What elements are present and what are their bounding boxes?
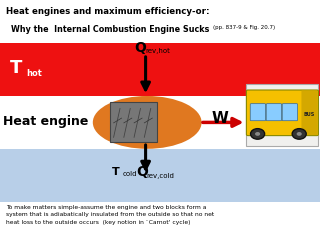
Ellipse shape: [93, 96, 202, 149]
Text: cold: cold: [123, 171, 137, 177]
Text: (pp. 837-9 & Fig. 20.7): (pp. 837-9 & Fig. 20.7): [213, 25, 275, 30]
FancyBboxPatch shape: [301, 90, 318, 135]
Text: W: W: [211, 111, 228, 126]
Text: T: T: [10, 60, 22, 77]
Bar: [0, 43, 320, 96]
FancyBboxPatch shape: [250, 104, 266, 121]
FancyBboxPatch shape: [282, 104, 298, 121]
Text: rev,hot: rev,hot: [146, 48, 171, 54]
Circle shape: [292, 129, 306, 139]
Circle shape: [297, 132, 302, 136]
Bar: [246, 84, 318, 146]
Circle shape: [251, 129, 265, 139]
Circle shape: [255, 132, 260, 136]
Text: Q: Q: [136, 165, 148, 179]
Text: Why the  Internal Combustion Engine Sucks: Why the Internal Combustion Engine Sucks: [11, 25, 210, 34]
Text: hot: hot: [26, 69, 42, 78]
Bar: [0, 149, 320, 202]
Text: BUS: BUS: [303, 112, 315, 116]
Text: Heat engines and maximum efficiency-or:: Heat engines and maximum efficiency-or:: [6, 7, 210, 16]
FancyBboxPatch shape: [246, 90, 318, 136]
FancyBboxPatch shape: [266, 104, 282, 121]
Bar: [110, 102, 157, 142]
Text: T: T: [112, 167, 120, 177]
Text: Q: Q: [134, 41, 146, 55]
Text: Heat engine: Heat engine: [3, 115, 89, 128]
Text: rev,cold: rev,cold: [147, 173, 174, 179]
Text: To make matters simple-assume the engine and two blocks form a
system that is ad: To make matters simple-assume the engine…: [6, 205, 215, 225]
